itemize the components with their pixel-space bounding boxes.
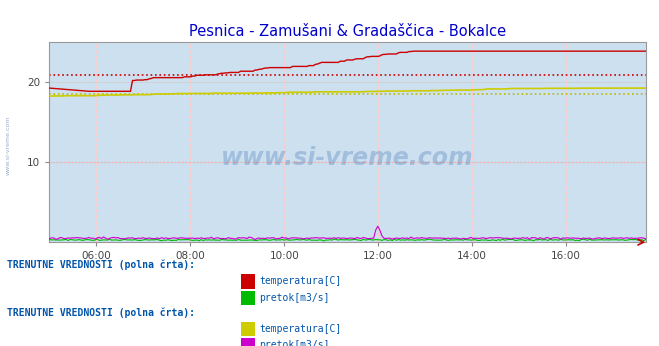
Text: www.si-vreme.com: www.si-vreme.com xyxy=(221,146,474,170)
Text: pretok[m3/s]: pretok[m3/s] xyxy=(259,293,330,303)
Text: TRENUTNE VREDNOSTI (polna črta):: TRENUTNE VREDNOSTI (polna črta): xyxy=(7,260,194,270)
Text: www.si-vreme.com: www.si-vreme.com xyxy=(5,116,11,175)
Text: temperatura[C]: temperatura[C] xyxy=(259,276,341,286)
Text: TRENUTNE VREDNOSTI (polna črta):: TRENUTNE VREDNOSTI (polna črta): xyxy=(7,307,194,318)
Text: pretok[m3/s]: pretok[m3/s] xyxy=(259,340,330,346)
Text: temperatura[C]: temperatura[C] xyxy=(259,324,341,334)
Title: Pesnica - Zamušani & Gradaščica - Bokalce: Pesnica - Zamušani & Gradaščica - Bokalc… xyxy=(189,24,506,39)
